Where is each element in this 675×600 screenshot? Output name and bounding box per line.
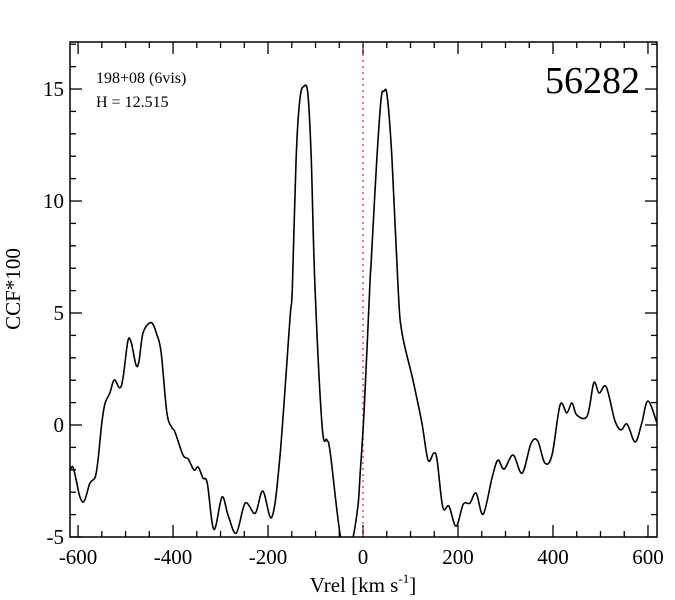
- star-id-label: 56282: [545, 60, 640, 102]
- x-tick-label: 600: [632, 545, 664, 569]
- y-tick-label: 0: [54, 413, 65, 437]
- y-tick-label: -5: [47, 525, 65, 549]
- x-tick-label: -400: [154, 545, 193, 569]
- x-tick-label: -200: [249, 545, 288, 569]
- ccf-curve: [70, 84, 657, 537]
- y-tick-label: 15: [43, 77, 64, 101]
- y-axis-label: CCF*100: [1, 248, 25, 330]
- x-tick-label: 0: [358, 545, 369, 569]
- plot-frame: [69, 41, 658, 538]
- x-tick-label: -600: [59, 545, 98, 569]
- annotation-line2: H = 12.515: [96, 94, 169, 111]
- x-tick-label: 400: [537, 545, 569, 569]
- x-tick-label: 200: [442, 545, 474, 569]
- y-tick-label: 10: [43, 189, 64, 213]
- y-tick-label: 5: [54, 301, 65, 325]
- tick-labels: -600 -400 -200 0 200 400 600 -5 0 5 10 15: [43, 77, 664, 569]
- annotation-line1: 198+08 (6vis): [96, 70, 186, 87]
- x-axis-label: Vrel [km s-1]: [310, 571, 416, 597]
